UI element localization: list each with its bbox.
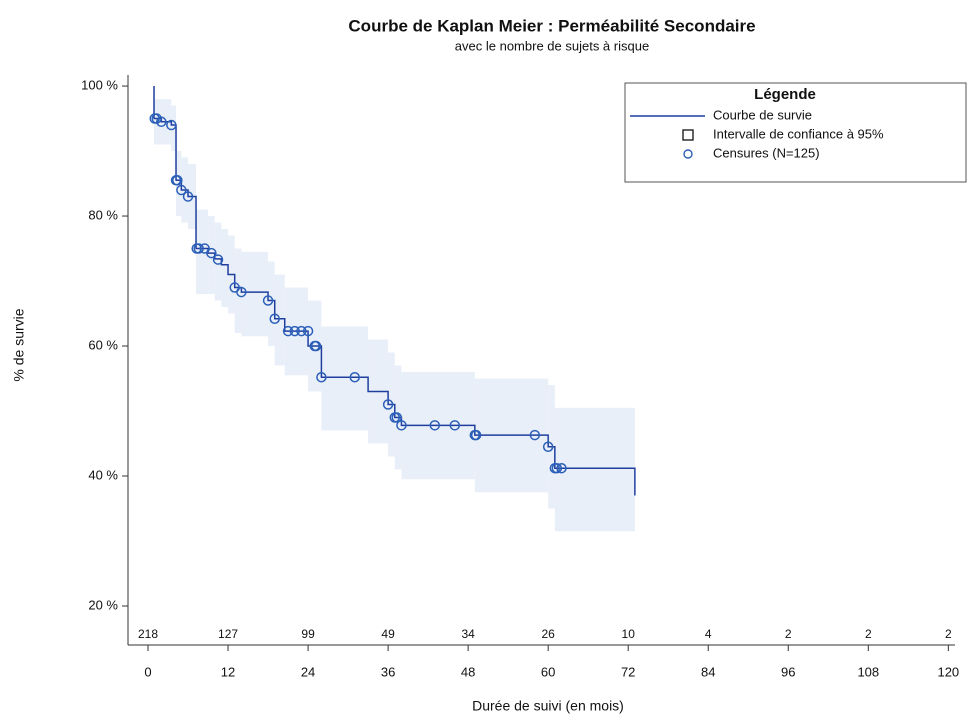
censor-marker [316,371,327,383]
censor-marker [212,254,224,265]
confidence-band [321,326,369,431]
x-tick-label: 96 [781,664,795,679]
censor-marker [449,420,461,431]
x-tick-label: 72 [621,664,635,679]
y-tick-label: 60 % [88,337,118,352]
legend-square [682,129,694,141]
censor-marker [176,184,187,196]
legend-entry: Courbe de survie [713,107,812,122]
censor-marker [391,412,403,423]
y-tick-label: 80 % [88,207,118,222]
censor-marker [182,191,194,202]
censor-marker [382,399,394,410]
censor-marker [556,462,567,474]
at-risk-label: 127 [218,627,238,641]
confidence-band [554,407,635,532]
censor-marker [396,420,407,431]
legend-circle [683,149,693,159]
censor-marker [262,295,274,306]
censor-marker [156,116,167,128]
censor-marker [269,313,280,324]
at-risk-label: 10 [622,627,636,641]
at-risk-label: 4 [705,627,712,641]
censor-marker [289,325,300,337]
at-risk-label: 34 [461,627,475,641]
censor-marker [349,371,361,383]
chart-title: Courbe de Kaplan Meier : Perméabilité Se… [348,16,755,35]
censor-marker [302,325,314,337]
censor-marker [429,420,441,431]
censor-marker [236,286,247,298]
censor-marker [551,462,563,474]
at-risk-label: 99 [301,627,315,641]
legend-entry: Intervalle de confiance à 95% [713,126,884,141]
x-tick-label: 48 [461,664,475,679]
censor-marker [296,325,307,337]
y-tick-label: 20 % [88,597,118,612]
x-tick-label: 24 [301,664,315,679]
legend-frame [624,82,967,183]
censor-marker [206,247,217,259]
at-risk-label: 26 [541,627,555,641]
at-risk-label: 218 [138,627,158,641]
x-tick-label: 60 [541,664,555,679]
legend-entry: Censures (N=125) [713,145,820,160]
confidence-band [214,222,222,301]
x-tick-label: 84 [701,664,715,679]
y-axis-label: % de survie [11,308,27,381]
x-axis-label: Durée de suivi (en mois) [472,698,624,714]
y-tick-label: 100 % [81,77,118,92]
at-risk-label: 2 [865,627,872,641]
censor-marker [529,429,541,441]
censor-marker [470,429,482,441]
censor-marker [172,175,183,186]
x-tick-label: 120 [937,664,959,679]
chart-subtitle: avec le nombre de sujets à risque [455,38,649,53]
censor-marker [282,325,294,337]
confidence-band [221,229,229,308]
x-tick-label: 0 [144,664,151,679]
censor-marker [542,441,554,453]
censor-marker [310,340,322,352]
at-risk-label: 49 [381,627,395,641]
censor-marker [166,119,177,131]
censor-marker [193,243,204,254]
legend-title: Légende [754,86,816,103]
x-tick-label: 108 [857,664,879,679]
y-tick-label: 40 % [88,467,118,482]
confidence-band [208,216,215,295]
x-tick-label: 12 [221,664,235,679]
x-tick-label: 36 [381,664,395,679]
at-risk-label: 2 [945,627,952,641]
at-risk-label: 2 [785,627,792,641]
